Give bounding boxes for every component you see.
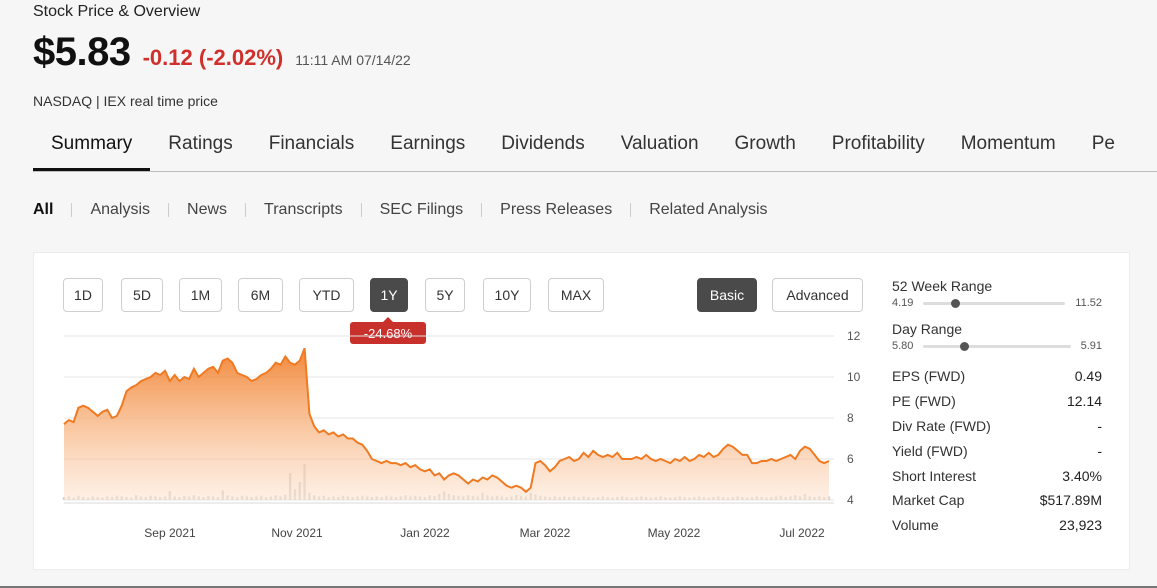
range-button-5d[interactable]: 5D — [121, 278, 163, 312]
stat-label: Short Interest — [892, 467, 977, 484]
range-button-ytd[interactable]: YTD — [299, 278, 354, 312]
price-timestamp: 11:11 AM 07/14/22 — [295, 52, 411, 68]
stat-row-div-rate: Div Rate (FWD) - — [892, 414, 1102, 439]
stat-row-pe: PE (FWD) 12.14 — [892, 389, 1102, 414]
x-tick-label: Nov 2021 — [271, 526, 323, 540]
range-button-6m[interactable]: 6M — [238, 278, 283, 312]
stat-value: - — [1097, 417, 1102, 434]
divider — [245, 203, 247, 217]
stat-value: $517.89M — [1039, 492, 1102, 509]
subtab-transcripts[interactable]: Transcripts — [264, 201, 343, 218]
stat-row-volume: Volume 23,923 — [892, 513, 1102, 538]
stat-label: Div Rate (FWD) — [892, 417, 991, 434]
tab-profitability[interactable]: Profitability — [831, 133, 925, 154]
y-tick-label: 8 — [847, 411, 854, 425]
tab-peers[interactable]: Pe — [1091, 133, 1115, 154]
day-track — [923, 341, 1071, 351]
stat-value: 0.49 — [1074, 368, 1102, 385]
subtab-sec-filings[interactable]: SEC Filings — [379, 201, 464, 218]
y-tick-label: 12 — [847, 329, 861, 343]
stat-label: PE (FWD) — [892, 393, 956, 410]
week52-low: 4.19 — [892, 297, 914, 309]
range-button-1d[interactable]: 1D — [63, 278, 103, 312]
bottom-divider — [0, 586, 1157, 588]
tab-momentum[interactable]: Momentum — [960, 133, 1056, 154]
subtab-related-analysis[interactable]: Related Analysis — [649, 201, 768, 218]
current-price: $5.83 — [33, 30, 131, 74]
week52-track — [923, 298, 1066, 308]
tab-summary[interactable]: Summary — [33, 130, 151, 171]
y-tick-label: 4 — [847, 493, 854, 507]
day-range-label: Day Range — [892, 321, 963, 337]
x-tick-label: Jan 2022 — [400, 526, 450, 540]
range-button-max[interactable]: MAX — [548, 278, 604, 312]
main-tabs: Summary Ratings Financials Earnings Divi… — [33, 130, 1157, 172]
stat-value: 12.14 — [1066, 393, 1102, 410]
day-high: 5.91 — [1080, 340, 1102, 352]
tab-ratings[interactable]: Ratings — [168, 133, 233, 154]
price-row: $5.83 -0.12 (-2.02%) 11:11 AM 07/14/22 — [33, 30, 411, 75]
stat-label: Market Cap — [892, 492, 965, 509]
day-marker — [959, 341, 969, 351]
subtabs: All Analysis News Transcripts SEC Filing… — [33, 201, 768, 219]
divider — [630, 203, 632, 217]
week52-range-label: 52 Week Range — [892, 278, 993, 294]
range-button-1m[interactable]: 1M — [179, 278, 222, 312]
x-tick-label: May 2022 — [648, 526, 701, 540]
subtab-press-releases[interactable]: Press Releases — [500, 201, 613, 218]
tab-valuation[interactable]: Valuation — [620, 133, 699, 154]
stat-label: EPS (FWD) — [892, 368, 966, 385]
subtab-all[interactable]: All — [33, 201, 54, 218]
x-tick-label: Sep 2021 — [144, 526, 196, 540]
y-tick-label: 10 — [847, 370, 861, 384]
price-area — [64, 348, 829, 500]
stat-row-yield: Yield (FWD) - — [892, 438, 1102, 463]
subtab-news[interactable]: News — [187, 201, 228, 218]
price-change: -0.12 (-2.02%) — [142, 45, 284, 70]
divider — [168, 203, 170, 217]
tab-earnings[interactable]: Earnings — [390, 133, 466, 154]
badge-pointer — [383, 317, 393, 322]
stat-value: 23,923 — [1059, 517, 1102, 534]
stat-row-eps: EPS (FWD) 0.49 — [892, 364, 1102, 389]
subtab-analysis[interactable]: Analysis — [90, 201, 151, 218]
stat-row-market-cap: Market Cap $517.89M — [892, 488, 1102, 513]
advanced-view-button[interactable]: Advanced — [772, 278, 863, 312]
week52-high: 11.52 — [1075, 297, 1102, 309]
price-chart[interactable]: 4 6 8 10 12 Sep 2021 Nov 2021 Jan 2022 Mar 2022 M… — [34, 253, 894, 571]
stat-value: 3.40% — [1062, 467, 1102, 484]
range-button-10y[interactable]: 10Y — [483, 278, 531, 312]
tab-growth[interactable]: Growth — [734, 133, 796, 154]
period-change-badge: -24.68% — [350, 322, 426, 344]
range-button-5y[interactable]: 5Y — [425, 278, 465, 312]
price-source: NASDAQ | IEX real time price — [33, 93, 218, 109]
stat-value: - — [1097, 442, 1102, 459]
week52-marker — [951, 298, 961, 308]
tab-dividends[interactable]: Dividends — [501, 133, 585, 154]
stat-label: Yield (FWD) — [892, 442, 968, 459]
price-line — [63, 347, 830, 494]
x-tick-label: Mar 2022 — [520, 526, 571, 540]
divider — [360, 203, 362, 217]
stat-row-short-interest: Short Interest 3.40% — [892, 463, 1102, 488]
y-tick-label: 6 — [847, 452, 854, 466]
x-tick-label: Jul 2022 — [779, 526, 825, 540]
range-button-1y[interactable]: 1Y — [370, 278, 408, 312]
page-header-title: Stock Price & Overview — [33, 3, 201, 20]
stats-sidebar: 52 Week Range 4.19 11.52 Day Range 5.80 … — [892, 278, 1102, 538]
basic-view-button[interactable]: Basic — [697, 278, 757, 312]
stat-label: Volume — [892, 517, 939, 534]
tab-financials[interactable]: Financials — [268, 133, 355, 154]
chart-panel: 1D 5D 1M 6M YTD 1Y 5Y 10Y MAX Basic Adva… — [33, 252, 1130, 570]
divider — [71, 203, 73, 217]
day-low: 5.80 — [892, 340, 914, 352]
day-range: Day Range 5.80 5.91 — [892, 321, 1102, 352]
divider — [481, 203, 483, 217]
week52-range: 52 Week Range 4.19 11.52 — [892, 278, 1102, 309]
